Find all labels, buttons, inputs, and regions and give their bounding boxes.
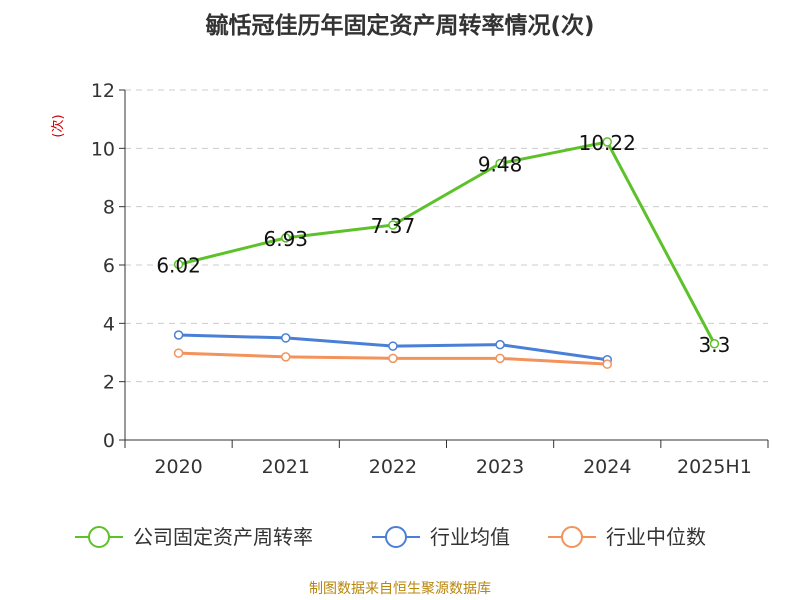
data-point (281, 352, 291, 362)
data-point (388, 341, 398, 351)
chart-title: 毓恬冠佳历年固定资产周转率情况(次) (205, 13, 595, 39)
legend-label: 公司固定资产周转率 (133, 525, 313, 549)
y-tick-label: 0 (103, 430, 115, 452)
data-point (281, 333, 291, 343)
x-tick-label: 2020 (154, 456, 202, 478)
legend-swatch-marker (561, 526, 583, 548)
legend-label: 行业中位数 (606, 525, 706, 549)
data-point (602, 359, 612, 369)
y-tick-label: 10 (91, 138, 115, 160)
data-point (495, 353, 505, 364)
y-tick-label: 2 (103, 372, 115, 394)
series-line-0 (178, 140, 716, 345)
y-tick-label: 6 (103, 255, 115, 277)
data-point (173, 330, 184, 340)
data-point (709, 339, 720, 349)
data-point (495, 339, 505, 350)
x-tick-label: 2025H1 (677, 456, 752, 478)
data-point (602, 137, 612, 147)
data-point (281, 233, 291, 243)
data-point (388, 353, 398, 364)
data-label: 10.22 (579, 131, 636, 155)
data-label: 6.02 (156, 253, 201, 277)
data-label: 7.37 (371, 214, 416, 238)
data-point (173, 259, 184, 270)
source-note: 制图数据来自恒生聚源数据库 (309, 581, 491, 597)
x-tick-label: 2021 (262, 456, 310, 478)
y-tick-label: 4 (103, 313, 115, 335)
x-tick-label: 2022 (369, 456, 417, 478)
data-point (495, 158, 505, 169)
legend-swatch-marker (88, 526, 110, 548)
data-label: 3.3 (699, 333, 731, 357)
x-tick-label: 2023 (476, 456, 524, 478)
data-point (388, 220, 398, 230)
data-label: 6.93 (263, 227, 308, 251)
y-tick-label: 12 (91, 80, 115, 102)
data-point (173, 348, 184, 358)
x-tick-label: 2024 (583, 456, 631, 478)
y-axis-label: (次) (50, 114, 66, 137)
legend-label: 行业均值 (430, 525, 510, 549)
legend-swatch-marker (385, 526, 407, 548)
data-label: 9.48 (478, 153, 523, 177)
y-tick-label: 8 (103, 197, 115, 219)
